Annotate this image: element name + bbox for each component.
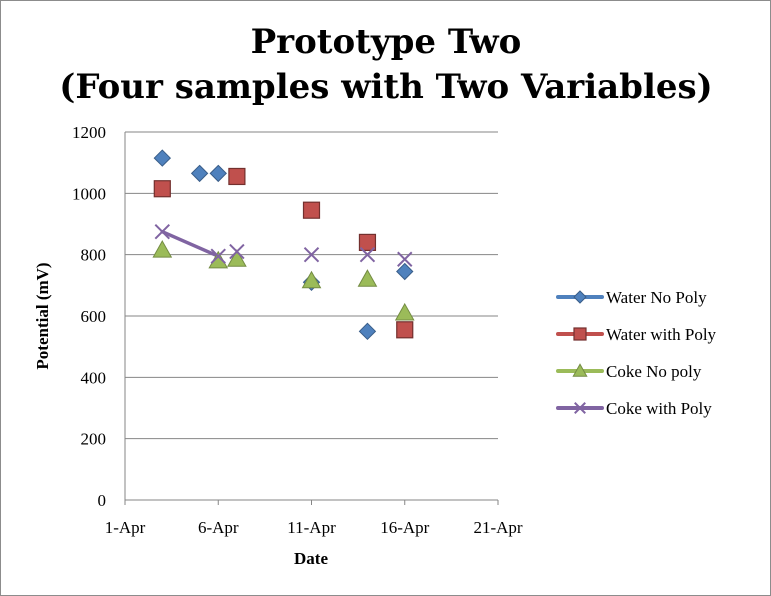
x-tick-label: 16-Apr xyxy=(380,518,429,537)
axes: 0 200 400 600 800 1000 1200 1-Apr 6-Apr 11-Apr 16-… xyxy=(72,123,523,537)
y-tick-label: 1200 xyxy=(72,123,106,142)
legend-swatch-marker xyxy=(574,402,586,414)
legend-swatch-marker xyxy=(573,327,587,341)
point-coke-no-poly xyxy=(394,302,415,321)
x-tick-label: 21-Apr xyxy=(473,518,522,537)
point-water-no-poly xyxy=(153,149,172,167)
point-coke-with-poly xyxy=(397,251,413,267)
point-water-no-poly xyxy=(190,164,209,183)
y-tick-label: 0 xyxy=(98,491,107,510)
legend: Water No Poly Water with Poly Coke No poly… xyxy=(556,288,717,418)
legend-label: Water No Poly xyxy=(606,288,707,307)
legend-item-coke-with-poly: Coke with Poly xyxy=(556,399,712,418)
point-water-with-poly xyxy=(153,180,171,198)
legend-label: Water with Poly xyxy=(606,325,717,344)
point-coke-with-poly xyxy=(229,243,245,260)
point-water-with-poly xyxy=(228,167,246,186)
legend-item-coke-no-poly: Coke No poly xyxy=(556,362,702,381)
legend-swatch-marker xyxy=(573,290,587,304)
legend-item-water-no-poly: Water No Poly xyxy=(556,288,707,307)
point-coke-with-poly xyxy=(359,246,376,263)
x-tick-label: 6-Apr xyxy=(198,518,239,537)
point-water-with-poly xyxy=(396,321,414,339)
series-line-coke-with-poly xyxy=(160,229,220,258)
y-tick-label: 200 xyxy=(81,430,107,449)
chart-title-line-2: (Four samples with Two Variables) xyxy=(59,67,712,107)
legend-swatch-marker xyxy=(572,363,588,377)
point-water-no-poly xyxy=(209,164,227,183)
point-water-no-poly xyxy=(358,322,377,341)
y-tick-label: 400 xyxy=(81,368,107,387)
y-axis-title: Potential (mV) xyxy=(33,262,52,369)
point-coke-no-poly xyxy=(357,269,378,287)
point-water-with-poly xyxy=(358,233,377,251)
point-coke-no-poly xyxy=(301,270,322,289)
point-coke-with-poly xyxy=(303,246,320,263)
legend-item-water-with-poly: Water with Poly xyxy=(556,325,717,344)
y-tick-label: 1000 xyxy=(72,184,106,203)
gridlines xyxy=(125,131,498,440)
legend-label: Coke No poly xyxy=(606,362,702,381)
data-marks xyxy=(152,149,415,341)
point-coke-with-poly xyxy=(154,223,171,240)
x-tick-label: 11-Apr xyxy=(287,518,336,537)
point-coke-with-poly xyxy=(210,248,226,264)
point-coke-no-poly xyxy=(152,240,173,258)
x-axis-title: Date xyxy=(294,549,328,568)
point-coke-no-poly xyxy=(227,249,247,267)
y-tick-label: 800 xyxy=(81,246,107,265)
x-tick-label: 1-Apr xyxy=(105,518,146,537)
series-lines xyxy=(160,229,220,258)
chart-title-line-1: Prototype Two xyxy=(251,22,522,62)
legend-label: Coke with Poly xyxy=(606,399,712,418)
point-water-with-poly xyxy=(302,201,321,219)
point-water-no-poly xyxy=(396,262,414,281)
y-tick-label: 600 xyxy=(81,307,107,326)
